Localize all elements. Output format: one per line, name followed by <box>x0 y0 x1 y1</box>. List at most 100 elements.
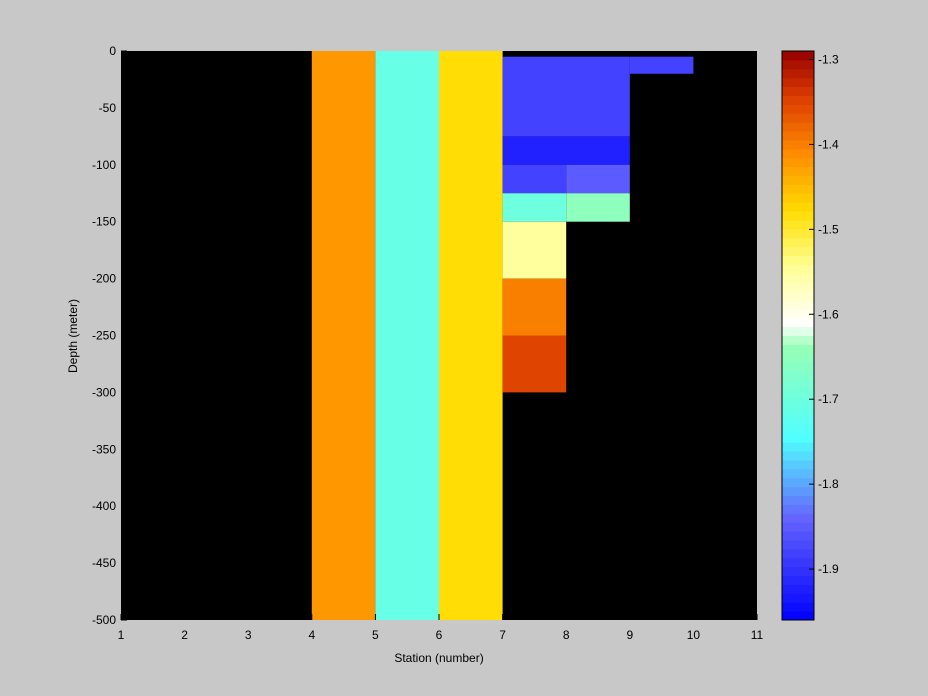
colorbar-swatch <box>782 548 814 559</box>
colorbar-swatch <box>782 415 814 425</box>
colorbar-tick-label: -1.9 <box>818 562 839 576</box>
x-tick-label: 9 <box>626 628 633 642</box>
colorbar-tick-label: -1.3 <box>818 52 839 66</box>
x-axis-label: Station (number) <box>394 651 483 665</box>
colorbar-tick-label: -1.8 <box>818 477 839 491</box>
x-axis: 1 2 3 4 5 6 7 8 9 10 11 <box>118 614 764 642</box>
colorbar-swatch <box>782 157 814 168</box>
heatmap-cell <box>502 56 630 137</box>
colorbar-swatch <box>782 451 814 461</box>
colorbar-swatch <box>782 424 814 434</box>
x-tick-label: 11 <box>751 628 764 642</box>
colorbar-swatch <box>782 335 814 345</box>
colorbar-swatch <box>782 219 814 230</box>
colorbar-swatch <box>782 211 814 221</box>
colorbar-swatch <box>782 513 814 523</box>
colorbar-swatch <box>782 246 814 256</box>
colorbar-swatch <box>782 122 814 132</box>
colorbar-swatch <box>782 344 814 354</box>
colorbar-swatch <box>782 308 814 319</box>
colorbar-swatch <box>782 86 814 96</box>
colorbar-swatch <box>782 291 814 301</box>
colorbar-swatch <box>782 59 814 70</box>
colorbar-swatch <box>782 264 814 274</box>
colorbar-swatch <box>782 362 814 372</box>
y-axis-label: Depth (meter) <box>66 299 80 373</box>
colorbar-swatch <box>782 175 814 185</box>
heatmap-cell <box>502 221 567 279</box>
x-tick-label: 7 <box>499 628 506 642</box>
colorbar-tick-label: -1.4 <box>818 137 839 151</box>
y-tick-label: -100 <box>92 158 116 172</box>
x-tick-label: 6 <box>436 628 443 642</box>
colorbar-swatch <box>782 602 814 612</box>
colorbar-swatch <box>782 459 814 470</box>
colorbar-swatch <box>782 131 814 141</box>
colorbar-swatch <box>782 353 814 363</box>
heatmap-cell <box>502 164 567 194</box>
heatmap-cell <box>566 193 630 222</box>
colorbar-swatch <box>782 388 814 399</box>
colorbar-swatch <box>782 95 814 105</box>
colorbar-swatch <box>782 397 814 408</box>
x-tick-label: 1 <box>118 628 125 642</box>
colorbar-tick-label: -1.7 <box>818 392 839 406</box>
colorbar-tick-label: -1.6 <box>818 307 839 321</box>
colorbar-swatch <box>782 255 814 265</box>
colorbar-swatch <box>782 282 814 292</box>
y-tick-label: -50 <box>99 101 117 115</box>
heatmap-cell <box>502 278 567 336</box>
y-tick-label: -300 <box>92 385 116 399</box>
colorbar-swatch <box>782 557 814 568</box>
colorbar-swatch <box>782 299 814 310</box>
colorbar-swatch <box>782 486 814 497</box>
colorbar-swatch <box>782 468 814 479</box>
heatmap-cell <box>502 193 567 222</box>
colorbar-swatch <box>782 566 814 577</box>
colorbar-swatch <box>782 593 814 603</box>
colorbar-swatch <box>782 317 814 328</box>
colorbar <box>782 51 814 621</box>
heatmap-cell <box>566 164 630 194</box>
colorbar-swatch <box>782 202 814 212</box>
cell-layer <box>311 51 694 620</box>
colorbar-swatch <box>782 371 814 381</box>
colorbar-swatch <box>782 113 814 123</box>
y-tick-label: -350 <box>92 442 116 456</box>
colorbar-swatch <box>782 193 814 203</box>
colorbar-swatch <box>782 51 814 61</box>
heatmap-cell <box>502 136 630 165</box>
colorbar-swatch <box>782 575 814 585</box>
colorbar-swatch <box>782 611 814 621</box>
colorbar-swatch <box>782 495 814 505</box>
colorbar-swatch <box>782 539 814 550</box>
colorbar-swatch <box>782 139 814 150</box>
colorbar-swatch <box>782 148 814 159</box>
x-tick-label: 5 <box>372 628 379 642</box>
colorbar-swatch <box>782 184 814 194</box>
y-axis: 0 -50 -100 -150 -200 -250 -300 -350 -400 -450 -500 <box>92 44 127 627</box>
heatmap-cell <box>629 56 694 74</box>
colorbar-swatch <box>782 531 814 541</box>
colorbar-frame <box>781 50 815 621</box>
y-tick-label: -400 <box>92 499 116 513</box>
colorbar-swatch <box>782 477 814 488</box>
y-tick-label: -250 <box>92 329 116 343</box>
colorbar-tick-label: -1.5 <box>818 222 839 236</box>
y-tick-label: 0 <box>109 44 116 58</box>
y-tick-label: -150 <box>92 215 116 229</box>
colorbar-swatch <box>782 237 814 248</box>
y-tick-label: -200 <box>92 272 116 286</box>
x-tick-label: 8 <box>563 628 570 642</box>
colorbar-swatch <box>782 273 814 283</box>
heatmap-cell <box>311 51 376 620</box>
colorbar-swatch <box>782 166 814 176</box>
colorbar-swatch <box>782 68 814 79</box>
colorbar-ticks: -1.3 -1.4 -1.5 -1.6 -1.7 -1.8 -1.9 <box>809 52 839 576</box>
colorbar-swatch <box>782 379 814 390</box>
colorbar-swatch <box>782 522 814 532</box>
x-tick-label: 10 <box>687 628 701 642</box>
x-tick-label: 2 <box>181 628 188 642</box>
heatmap-cell <box>439 51 503 620</box>
colorbar-swatch <box>782 584 814 594</box>
